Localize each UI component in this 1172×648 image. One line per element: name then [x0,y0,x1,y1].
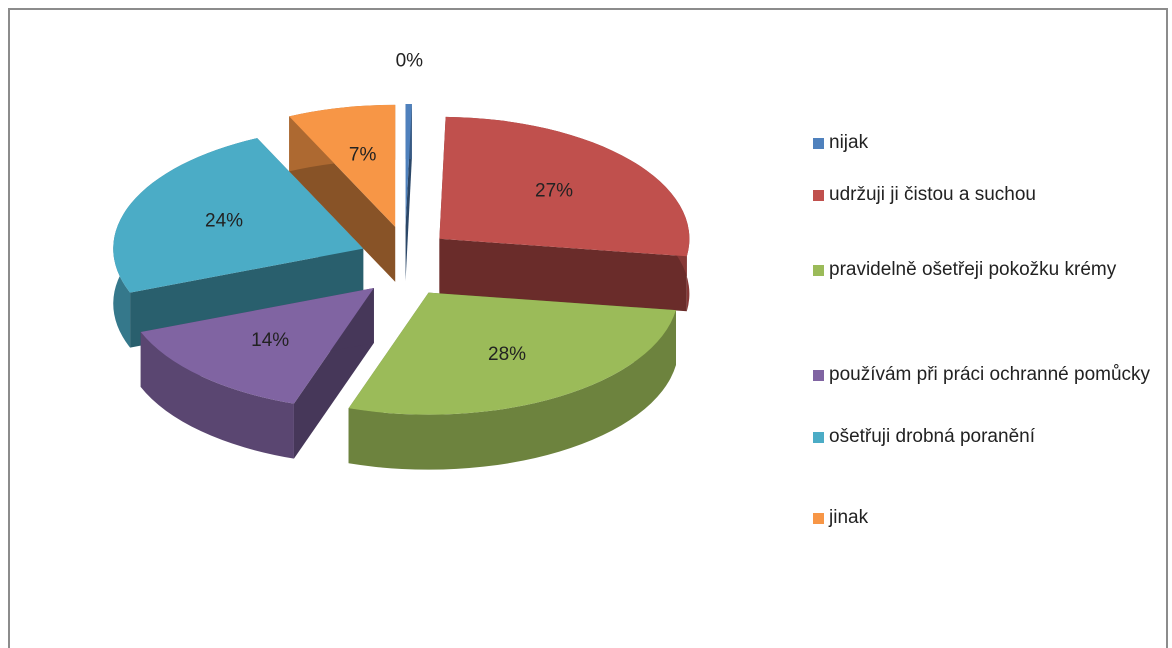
slice-wall [140,332,294,459]
legend-item: pravidelně ošetřeji pokožku krémy [813,255,1158,285]
pie-slice [348,292,676,470]
data-label: 0% [396,51,424,72]
data-label: 27% [535,181,573,202]
legend-label: používám při práci ochranné pomůcky [829,364,1151,385]
legend-item: udržuji ji čistou a suchou [813,180,1158,210]
legend-item: ošetřuji drobná poranění [813,422,1158,452]
data-label: 14% [251,330,289,351]
pie-slice [405,104,412,282]
legend-label: udržuji ji čistou a suchou [829,184,1036,205]
legend-label: nijak [829,132,869,153]
slice-top [289,104,396,227]
legend-swatch [813,432,824,443]
legend-item: používám při práci ochranné pomůcky [813,360,1158,390]
pie-slice [439,116,690,312]
legend-swatch [813,190,824,201]
slice-top [113,138,364,293]
legend-swatch [813,370,824,381]
legend-label: ošetřuji drobná poranění [829,426,1035,447]
legend-label: jinak [829,507,869,528]
slice-top [140,288,374,404]
pie-slice [289,104,396,282]
slice-side [130,248,364,348]
slice-top [348,292,676,415]
data-label: 28% [488,344,526,365]
data-label: 24% [205,210,243,231]
chart-frame [8,8,1168,648]
legend-swatch [813,513,824,524]
slice-wall [348,310,676,470]
legend-item: jinak [813,503,1158,533]
pie-slice [140,288,374,459]
legend-swatch [813,265,824,276]
legend-item: nijak [813,128,1158,158]
data-label: 7% [349,144,377,165]
slice-top [439,116,690,257]
legend-label: pravidelně ošetřeji pokožku krémy [829,259,1117,280]
pie-slice [113,138,364,348]
slice-top [405,104,412,227]
legend-swatch [813,138,824,149]
slice-side [439,238,687,312]
